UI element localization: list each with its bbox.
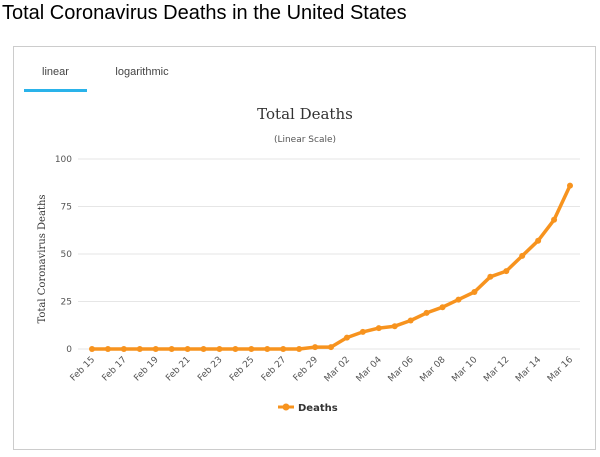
data-point[interactable]	[343, 334, 350, 341]
data-point[interactable]	[104, 346, 111, 352]
y-tick-label: 50	[61, 250, 73, 260]
x-tick-label: Mar 02	[323, 355, 352, 384]
x-tick-label: Mar 10	[450, 355, 479, 384]
x-tick-label: Mar 14	[514, 355, 543, 384]
y-tick-label: 75	[61, 203, 72, 213]
y-tick-labels: 0 25 50 75 100	[55, 155, 72, 355]
x-tick-label: Feb 21	[164, 355, 192, 383]
x-tick-label: Mar 04	[355, 355, 384, 384]
data-point[interactable]	[89, 346, 95, 352]
data-point[interactable]	[312, 344, 319, 351]
chart-title: Total Deaths	[257, 105, 353, 123]
data-point[interactable]	[455, 296, 462, 303]
y-axis-label: Total Coronavirus Deaths	[37, 194, 48, 323]
x-tick-labels: Feb 15 Feb 17 Feb 19 Feb 21 Feb 23 Feb 25 Feb …	[69, 355, 576, 384]
legend-marker	[282, 403, 290, 411]
y-tick-label: 25	[61, 298, 72, 308]
data-point[interactable]	[216, 346, 223, 352]
data-point[interactable]	[168, 346, 175, 352]
x-tick-label: Mar 16	[546, 355, 575, 384]
data-point[interactable]	[328, 344, 334, 351]
x-tick-label: Mar 08	[418, 355, 447, 384]
data-point[interactable]	[487, 273, 494, 280]
data-point[interactable]	[232, 346, 239, 352]
tab-logarithmic[interactable]: logarithmic	[115, 66, 169, 78]
series-line-deaths	[92, 184, 572, 351]
data-point[interactable]	[503, 268, 510, 275]
data-point[interactable]	[136, 346, 143, 352]
data-point[interactable]	[391, 323, 398, 330]
chart-subtitle: (Linear Scale)	[274, 135, 336, 145]
data-point[interactable]	[248, 346, 255, 352]
grid-lines	[78, 158, 580, 350]
data-point[interactable]	[152, 346, 159, 352]
series-deaths	[89, 182, 573, 352]
data-point[interactable]	[519, 252, 526, 259]
x-tick-label: Feb 25	[228, 355, 256, 383]
x-tick-label: Feb 27	[260, 355, 288, 383]
x-tick-label: Mar 06	[387, 355, 416, 384]
data-point[interactable]	[551, 216, 558, 223]
legend-label-deaths: Deaths	[298, 403, 338, 414]
legend[interactable]: Deaths	[278, 403, 338, 414]
tab-linear[interactable]: linear	[24, 59, 87, 92]
page-title: Total Coronavirus Deaths in the United S…	[2, 2, 407, 24]
x-tick-label: Mar 12	[482, 355, 511, 384]
data-point[interactable]	[439, 304, 446, 311]
x-tick-label: Feb 29	[292, 355, 321, 384]
x-tick-label: Feb 17	[101, 355, 129, 383]
x-tick-label: Feb 15	[69, 355, 97, 383]
data-point[interactable]	[471, 289, 478, 295]
data-point[interactable]	[375, 325, 382, 332]
data-point[interactable]	[567, 182, 573, 189]
data-point[interactable]	[200, 346, 207, 352]
data-point[interactable]	[423, 309, 430, 316]
data-point[interactable]	[535, 237, 542, 244]
data-point[interactable]	[184, 346, 191, 352]
data-point[interactable]	[280, 346, 287, 352]
x-tick-label: Feb 19	[132, 355, 161, 384]
y-tick-label: 0	[66, 345, 72, 355]
data-point[interactable]	[120, 346, 127, 352]
data-point[interactable]	[359, 328, 366, 335]
x-tick-label: Feb 23	[196, 355, 224, 383]
data-point[interactable]	[407, 317, 414, 324]
data-point[interactable]	[264, 346, 271, 352]
y-tick-label: 100	[55, 155, 72, 165]
data-point[interactable]	[296, 346, 303, 352]
chart-card: linear logarithmic	[13, 46, 596, 450]
